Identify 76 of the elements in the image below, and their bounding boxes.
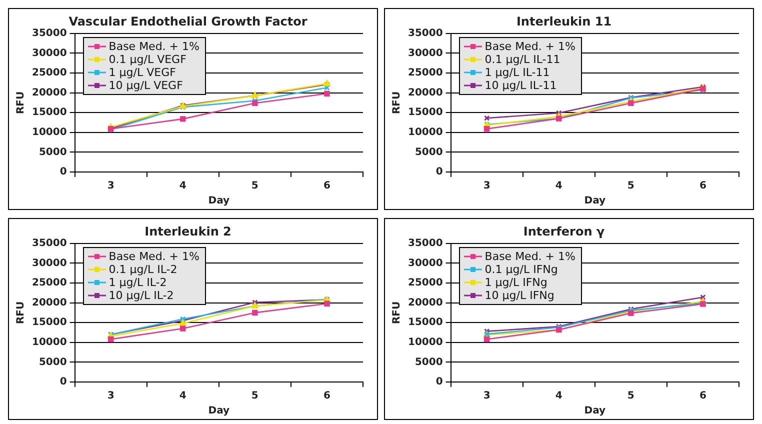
y-tick-label: 35000	[408, 238, 443, 249]
x-tick-label: 3	[107, 180, 114, 192]
legend-label: 0.1 µg/L IL-11	[484, 53, 560, 66]
legend-label: 1 µg/L VEGF	[108, 66, 176, 80]
y-tick-label: 15000	[32, 317, 67, 328]
y-tick-label: 15000	[408, 107, 443, 118]
chart-title: Interleukin 2	[144, 224, 232, 238]
legend-label: 10 µg/L VEGF	[108, 79, 183, 92]
y-tick-label: 25000	[32, 278, 67, 289]
legend-label: Base Med. + 1%	[108, 250, 200, 264]
x-tick-label: 6	[323, 390, 330, 402]
y-tick-label: 15000	[32, 107, 67, 118]
y-axis-title: RFU	[392, 301, 403, 324]
y-tick-label: 0	[436, 376, 443, 388]
x-axis-title: Day	[208, 196, 230, 207]
y-tick-label: 5000	[38, 146, 67, 158]
x-tick-label: 5	[627, 390, 634, 402]
y-tick-label: 10000	[408, 336, 443, 348]
x-tick-label: 3	[107, 390, 114, 402]
y-tick-label: 25000	[408, 278, 443, 289]
y-tick-label: 25000	[32, 68, 67, 79]
legend-label: 0.1 µg/L IL-2	[108, 263, 178, 276]
x-tick-label: 6	[699, 390, 706, 402]
chart-title: Interferon γ	[523, 224, 605, 238]
y-tick-label: 35000	[32, 238, 67, 249]
chart-title: Interleukin 11	[516, 14, 612, 28]
y-tick-label: 35000	[32, 28, 67, 39]
x-tick-label: 6	[699, 180, 706, 192]
x-tick-label: 3	[483, 180, 490, 192]
y-tick-label: 5000	[38, 356, 67, 368]
y-tick-label: 20000	[408, 297, 443, 308]
x-tick-label: 5	[627, 180, 634, 192]
x-tick-label: 4	[555, 390, 562, 402]
legend-label: 0.1 µg/L IFNg	[484, 263, 558, 276]
chart-title: Vascular Endothelial Growth Factor	[68, 14, 308, 28]
legend-label: Base Med. + 1%	[484, 40, 576, 54]
x-tick-label: 5	[251, 180, 258, 192]
y-tick-label: 15000	[408, 317, 443, 328]
legend-label: 1 µg/L IFNg	[484, 276, 548, 290]
x-tick-label: 5	[251, 390, 258, 402]
x-axis-title: Day	[208, 406, 230, 417]
y-tick-label: 10000	[32, 126, 67, 138]
y-tick-label: 30000	[32, 258, 67, 269]
y-axis-title: RFU	[16, 301, 27, 324]
x-tick-label: 3	[483, 390, 490, 402]
x-axis-title: Day	[584, 196, 606, 207]
legend-label: 1 µg/L IL-11	[484, 66, 550, 80]
y-tick-label: 35000	[408, 28, 443, 39]
legend-label: 0.1 µg/L VEGF	[108, 53, 186, 66]
y-tick-label: 25000	[408, 68, 443, 79]
y-tick-label: 20000	[408, 87, 443, 98]
x-tick-label: 4	[179, 180, 186, 192]
y-tick-label: 0	[60, 376, 67, 388]
y-tick-label: 10000	[32, 336, 67, 348]
y-tick-label: 10000	[408, 126, 443, 138]
x-tick-label: 4	[555, 180, 562, 192]
y-tick-label: 0	[60, 166, 67, 178]
y-tick-label: 30000	[408, 258, 443, 269]
y-tick-label: 30000	[408, 48, 443, 59]
y-tick-label: 20000	[32, 87, 67, 98]
legend-label: Base Med. + 1%	[108, 40, 200, 54]
y-axis-title: RFU	[16, 91, 27, 114]
x-tick-label: 6	[323, 180, 330, 192]
y-tick-label: 5000	[414, 146, 443, 158]
x-axis-title: Day	[584, 406, 606, 417]
y-tick-label: 5000	[414, 356, 443, 368]
y-tick-label: 20000	[32, 297, 67, 308]
legend-label: 10 µg/L IL-2	[108, 289, 174, 302]
legend-label: 1 µg/L IL-2	[108, 276, 167, 290]
legend-label: 10 µg/L IL-11	[484, 79, 557, 92]
legend-label: 10 µg/L IFNg	[484, 289, 554, 302]
legend-label: Base Med. + 1%	[484, 250, 576, 264]
y-axis-title: RFU	[392, 91, 403, 114]
y-tick-label: 0	[436, 166, 443, 178]
x-tick-label: 4	[179, 390, 186, 402]
y-tick-label: 30000	[32, 48, 67, 59]
